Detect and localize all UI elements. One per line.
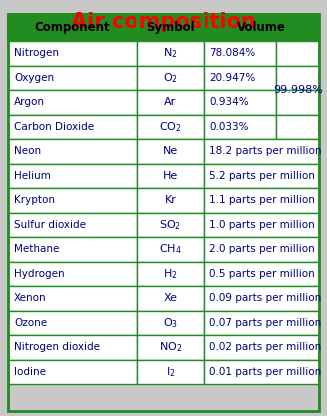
Bar (137, 139, 204, 163)
Bar (137, 359, 204, 384)
Text: 5.2 parts per million: 5.2 parts per million (209, 171, 315, 181)
Text: $\mathregular{CO_2}$: $\mathregular{CO_2}$ (159, 120, 182, 134)
Bar (204, 90, 276, 114)
Text: Nitrogen dioxide: Nitrogen dioxide (14, 342, 100, 352)
Text: $\mathregular{O_3}$: $\mathregular{O_3}$ (163, 316, 178, 329)
Bar (137, 310, 204, 335)
Text: Methane: Methane (14, 244, 60, 254)
Bar (8, 163, 137, 188)
Bar (204, 163, 319, 188)
Bar (8, 335, 137, 359)
Bar (8, 114, 137, 139)
Text: Iodine: Iodine (14, 367, 46, 377)
Text: Neon: Neon (14, 146, 41, 156)
Text: Helium: Helium (14, 171, 51, 181)
Bar (8, 262, 137, 286)
Bar (204, 286, 319, 310)
Bar (204, 114, 276, 139)
Bar (204, 188, 319, 213)
Bar (8, 286, 137, 310)
Text: Kr: Kr (164, 195, 177, 205)
Text: 0.07 parts per million: 0.07 parts per million (209, 318, 321, 328)
Text: He: He (163, 171, 178, 181)
Text: 0.09 parts per million: 0.09 parts per million (209, 293, 321, 303)
Text: 2.0 parts per million: 2.0 parts per million (209, 244, 315, 254)
Bar (137, 335, 204, 359)
Text: 1.1 parts per million: 1.1 parts per million (209, 195, 315, 205)
Text: Krypton: Krypton (14, 195, 55, 205)
Bar (8, 310, 137, 335)
Text: $\mathregular{CH_4}$: $\mathregular{CH_4}$ (159, 243, 182, 256)
Bar (137, 114, 204, 139)
Bar (8, 65, 137, 90)
Bar (137, 237, 204, 262)
Bar (137, 163, 204, 188)
Text: Volume: Volume (237, 21, 286, 34)
Bar (204, 139, 319, 163)
Text: 20.947%: 20.947% (209, 73, 255, 83)
Bar (276, 114, 319, 139)
Bar (8, 139, 137, 163)
Text: $\mathregular{SO_2}$: $\mathregular{SO_2}$ (160, 218, 181, 232)
Text: Hydrogen: Hydrogen (14, 269, 65, 279)
Text: 99.998%: 99.998% (273, 85, 323, 95)
Bar (8, 41, 137, 65)
Bar (8, 359, 137, 384)
Bar (276, 90, 319, 114)
Text: 18.2 parts per million: 18.2 parts per million (209, 146, 321, 156)
Bar (276, 41, 319, 65)
Text: Argon: Argon (14, 97, 45, 107)
Bar (137, 286, 204, 310)
Text: $\mathregular{H_2}$: $\mathregular{H_2}$ (163, 267, 178, 281)
Bar (8, 14, 319, 41)
Bar (8, 188, 137, 213)
Bar (204, 310, 319, 335)
Text: $\mathregular{NO_2}$: $\mathregular{NO_2}$ (159, 340, 182, 354)
Text: 0.934%: 0.934% (209, 97, 249, 107)
Bar (8, 213, 137, 237)
Text: Symbol: Symbol (146, 21, 195, 34)
Bar (137, 188, 204, 213)
Text: Ne: Ne (163, 146, 178, 156)
Text: $\mathregular{N_2}$: $\mathregular{N_2}$ (163, 46, 178, 60)
Text: Ozone: Ozone (14, 318, 47, 328)
Bar (137, 262, 204, 286)
Text: Xe: Xe (164, 293, 178, 303)
Bar (204, 262, 319, 286)
Bar (137, 65, 204, 90)
Text: 0.01 parts per million: 0.01 parts per million (209, 367, 321, 377)
Bar (204, 335, 319, 359)
Text: 0.033%: 0.033% (209, 122, 249, 132)
Bar (204, 65, 276, 90)
Bar (8, 90, 137, 114)
Bar (137, 213, 204, 237)
Text: Xenon: Xenon (14, 293, 47, 303)
Text: Air composition: Air composition (71, 12, 256, 32)
Text: Oxygen: Oxygen (14, 73, 54, 83)
Text: 1.0 parts per million: 1.0 parts per million (209, 220, 315, 230)
Text: Sulfur dioxide: Sulfur dioxide (14, 220, 86, 230)
Text: 0.5 parts per million: 0.5 parts per million (209, 269, 315, 279)
Text: 78.084%: 78.084% (209, 48, 255, 58)
Bar (137, 41, 204, 65)
Text: Ar: Ar (164, 97, 177, 107)
Bar (137, 90, 204, 114)
Bar (204, 359, 319, 384)
Bar (204, 213, 319, 237)
Text: Carbon Dioxide: Carbon Dioxide (14, 122, 94, 132)
Text: $\mathregular{O_2}$: $\mathregular{O_2}$ (163, 71, 178, 84)
Bar (8, 237, 137, 262)
Text: Component: Component (35, 21, 110, 34)
Bar (276, 65, 319, 90)
Bar (204, 41, 276, 65)
Text: Nitrogen: Nitrogen (14, 48, 59, 58)
Bar (204, 237, 319, 262)
Text: $\mathregular{I_2}$: $\mathregular{I_2}$ (166, 365, 175, 379)
Text: 0.02 parts per million: 0.02 parts per million (209, 342, 321, 352)
